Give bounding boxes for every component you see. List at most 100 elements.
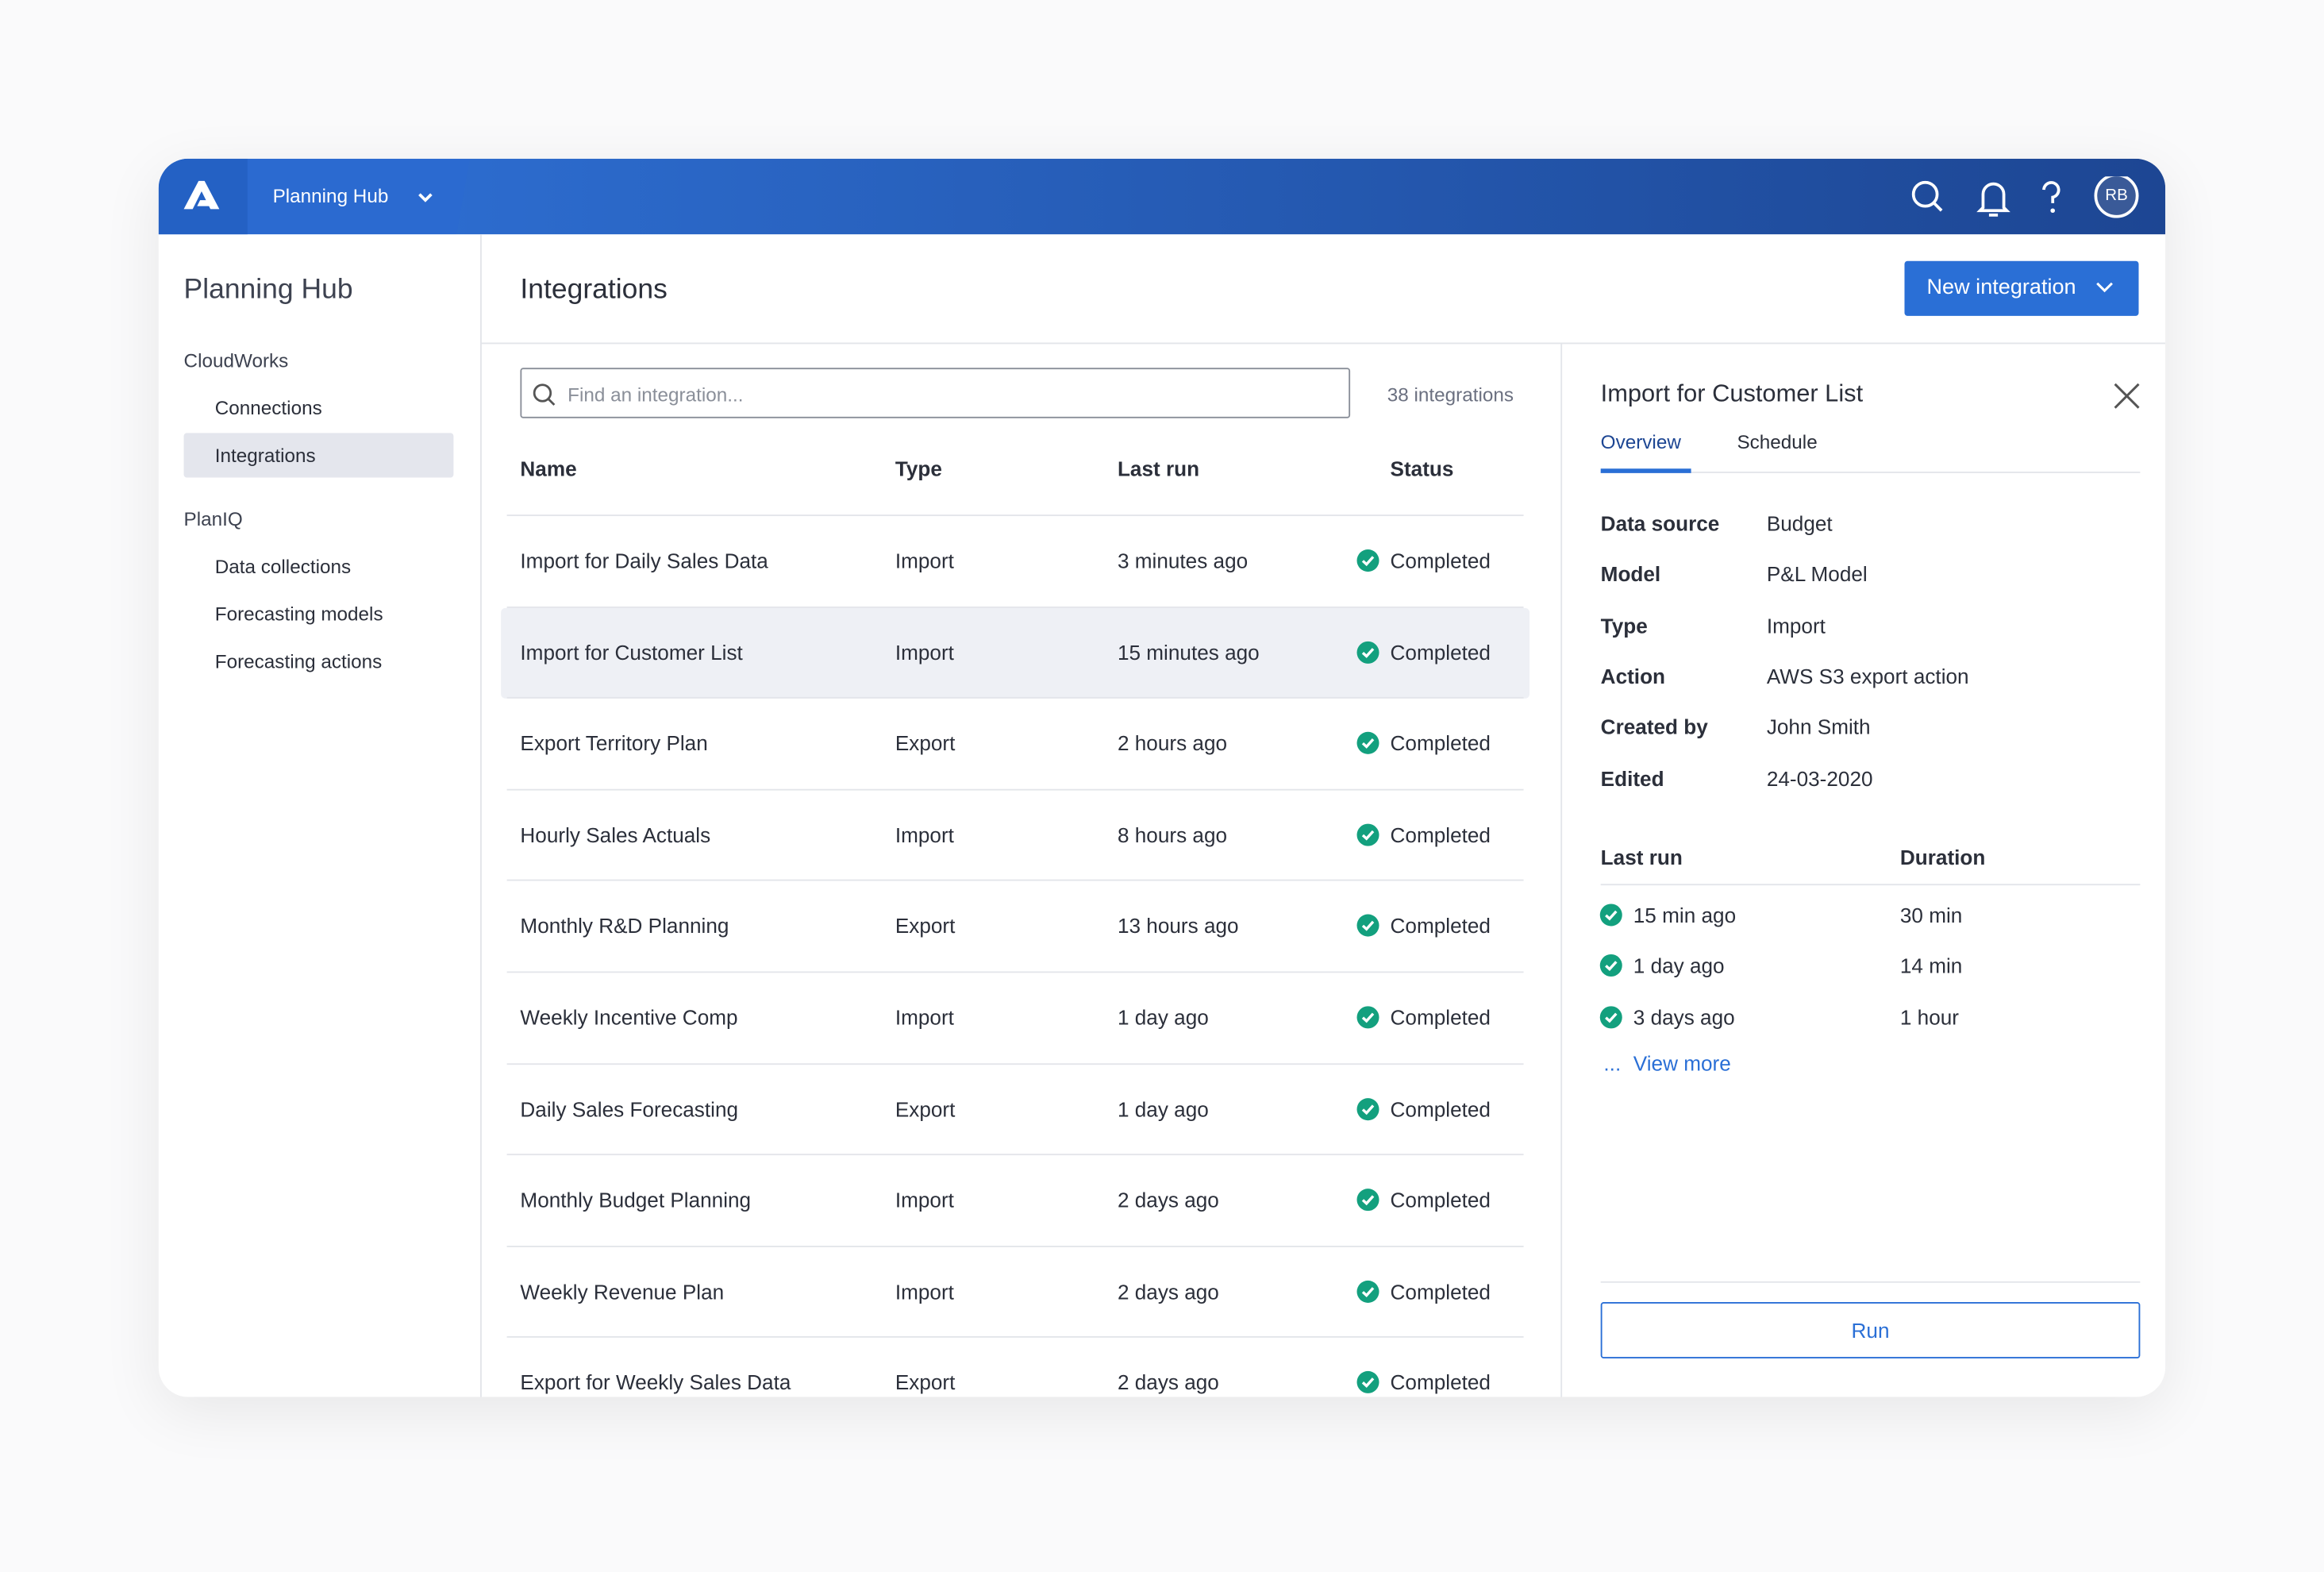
app-switcher[interactable] xyxy=(247,158,470,235)
cell-type: Import xyxy=(895,1188,954,1212)
panel-divider xyxy=(1560,342,1563,1397)
search-placeholder: Find an integration... xyxy=(568,383,744,406)
cell-status: Completed xyxy=(1390,640,1491,665)
cell-last-run: 15 minutes ago xyxy=(1117,640,1260,665)
check-icon xyxy=(1356,732,1379,755)
row-divider xyxy=(506,1154,1524,1156)
search-input[interactable] xyxy=(520,368,1351,418)
tab[interactable]: Schedule xyxy=(1737,430,1818,453)
view-more-link[interactable]: View more xyxy=(1633,1051,1731,1076)
cell-last-run: 2 days ago xyxy=(1117,1279,1219,1304)
app-window: Planning Hub RB Planning Hub Integration… xyxy=(158,158,2166,1397)
cell-status: Completed xyxy=(1390,1370,1491,1395)
search-icon xyxy=(533,383,556,406)
field-value: John Smith xyxy=(1766,715,1871,739)
cell-name[interactable]: Daily Sales Forecasting xyxy=(520,1096,739,1121)
cell-name[interactable]: Weekly Incentive Comp xyxy=(520,1005,738,1030)
row-divider xyxy=(506,606,1524,608)
cell-name[interactable]: Export Territory Plan xyxy=(520,731,708,756)
header-divider xyxy=(480,342,2166,345)
top-bar xyxy=(158,158,2166,235)
cell-name[interactable]: Import for Customer List xyxy=(520,640,743,665)
row-divider xyxy=(506,1336,1524,1339)
run-button[interactable]: Run xyxy=(1600,1302,2141,1358)
field-label: Edited xyxy=(1600,765,1664,790)
check-icon xyxy=(1356,1371,1379,1394)
row-divider xyxy=(506,1062,1524,1065)
active-tab-indicator xyxy=(1600,468,1691,473)
cell-last-run: 1 day ago xyxy=(1117,1096,1209,1121)
chevron xyxy=(418,193,433,202)
cell-last-run: 2 days ago xyxy=(1117,1370,1219,1395)
run-label: Run xyxy=(1851,1318,1890,1343)
chevron xyxy=(2096,282,2113,293)
field-label: Data source xyxy=(1600,511,1720,536)
cell-name[interactable]: Hourly Sales Actuals xyxy=(520,823,711,847)
field-label: Created by xyxy=(1600,715,1708,739)
check-icon xyxy=(1599,954,1622,977)
cell-status: Completed xyxy=(1390,914,1491,938)
cell-last-run: 8 hours ago xyxy=(1117,823,1228,847)
cell-name[interactable]: Weekly Revenue Plan xyxy=(520,1279,725,1304)
runs-header: Duration xyxy=(1899,845,1986,869)
check-icon xyxy=(1356,823,1379,846)
field-value: AWS S3 export action xyxy=(1766,664,1969,688)
run-duration: 14 min xyxy=(1899,954,1963,978)
cell-type: Import xyxy=(895,549,954,573)
nav-group: PlanIQ xyxy=(183,507,243,530)
check-icon xyxy=(1356,1280,1379,1303)
cell-type: Export xyxy=(895,914,956,938)
cell-type: Export xyxy=(895,731,956,756)
nav-selected xyxy=(183,433,454,479)
run-time: 3 days ago xyxy=(1633,1004,1735,1029)
cell-type: Import xyxy=(895,640,954,665)
cell-status: Completed xyxy=(1390,549,1491,573)
field-label: Action xyxy=(1600,664,1666,688)
runs-divider xyxy=(1600,884,2141,886)
nav-item[interactable]: Integrations xyxy=(214,444,316,468)
field-value: Import xyxy=(1766,613,1826,638)
nav-item[interactable]: Forecasting actions xyxy=(214,650,383,673)
bell-icon[interactable] xyxy=(1976,182,2010,217)
cell-status: Completed xyxy=(1390,1096,1491,1121)
nav-item[interactable]: Data collections xyxy=(214,554,352,577)
new-integration-button[interactable] xyxy=(1904,260,2139,316)
run-duration: 30 min xyxy=(1899,903,1963,927)
cell-name[interactable]: Monthly R&D Planning xyxy=(520,914,729,938)
cell-status: Completed xyxy=(1390,731,1491,756)
check-icon xyxy=(1356,915,1379,938)
search-icon[interactable] xyxy=(1911,180,1943,212)
cell-name[interactable]: Import for Daily Sales Data xyxy=(520,549,768,573)
button-label: New integration xyxy=(1926,275,2076,300)
ellipsis: ... xyxy=(1603,1051,1622,1076)
cell-last-run: 2 days ago xyxy=(1117,1188,1219,1212)
close-button[interactable] xyxy=(2112,381,2141,410)
app-name[interactable]: Planning Hub xyxy=(272,184,389,207)
nav-group: CloudWorks xyxy=(183,349,289,372)
row-divider xyxy=(506,971,1524,973)
check-icon xyxy=(1356,641,1379,664)
row-divider xyxy=(506,788,1524,791)
cell-name[interactable]: Monthly Budget Planning xyxy=(520,1188,752,1212)
tab[interactable]: Overview xyxy=(1600,430,1681,453)
sidebar-divider xyxy=(480,234,482,1397)
column-header: Name xyxy=(520,457,577,481)
cell-type: Import xyxy=(895,1005,954,1030)
sidebar-title: Planning Hub xyxy=(183,274,353,306)
logo-area[interactable] xyxy=(158,158,248,235)
tabs-divider xyxy=(1600,471,2141,473)
field-value: 24-03-2020 xyxy=(1766,765,1873,790)
cell-name[interactable]: Export for Weekly Sales Data xyxy=(520,1370,791,1395)
cell-type: Export xyxy=(895,1370,956,1395)
check-icon xyxy=(1599,904,1622,927)
avatar-text: RB xyxy=(2105,187,2128,205)
help-icon[interactable] xyxy=(2042,181,2060,214)
cell-last-run: 3 minutes ago xyxy=(1117,549,1249,573)
page-title: Integrations xyxy=(520,274,668,306)
nav-item[interactable]: Connections xyxy=(214,396,322,419)
nav-item[interactable]: Forecasting models xyxy=(214,603,383,626)
avatar[interactable] xyxy=(2094,176,2139,218)
cell-status: Completed xyxy=(1390,1005,1491,1030)
cell-status: Completed xyxy=(1390,1279,1491,1304)
